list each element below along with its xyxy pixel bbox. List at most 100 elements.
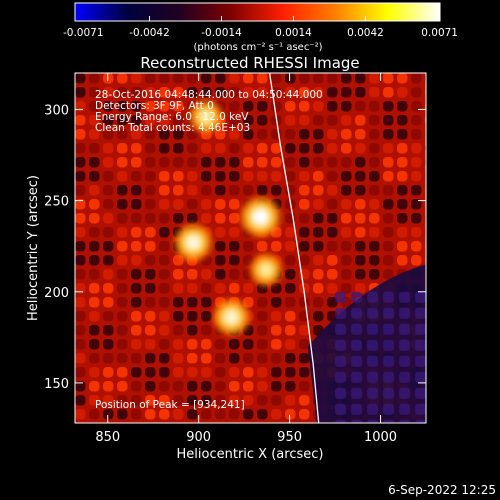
fringe-cell xyxy=(229,143,240,154)
fringe-cell xyxy=(75,87,86,98)
fringe-cell xyxy=(103,255,114,266)
fringe-cell xyxy=(341,73,352,84)
fringe-cell xyxy=(117,241,128,252)
fringe-cell xyxy=(313,185,324,196)
fringe-cell xyxy=(159,311,170,322)
negative-cell xyxy=(351,403,363,415)
fringe-cell xyxy=(229,185,240,196)
fringe-cell xyxy=(117,59,128,70)
fringe-cell xyxy=(355,115,366,126)
fringe-cell xyxy=(89,241,100,252)
fringe-cell xyxy=(439,73,450,84)
fringe-cell xyxy=(369,143,380,154)
fringe-cell xyxy=(341,227,352,238)
fringe-cell xyxy=(271,185,282,196)
fringe-cell xyxy=(187,339,198,350)
fringe-cell xyxy=(187,367,198,378)
fringe-cell xyxy=(117,297,128,308)
fringe-cell xyxy=(299,339,310,350)
fringe-cell xyxy=(257,171,268,182)
fringe-cell xyxy=(61,227,72,238)
fringe-cell xyxy=(257,409,268,420)
fringe-cell xyxy=(355,199,366,210)
fringe-cell xyxy=(257,325,268,336)
fringe-cell xyxy=(75,353,86,364)
negative-cell xyxy=(335,419,347,423)
fringe-cell xyxy=(411,73,422,84)
source-layer xyxy=(174,100,282,336)
fringe-cell xyxy=(187,381,198,392)
fringe-cell xyxy=(229,199,240,210)
fringe-cell xyxy=(75,171,86,182)
fringe-cell xyxy=(61,157,72,168)
fringe-cell xyxy=(425,130,426,139)
fringe-cell xyxy=(75,73,86,84)
fringe-cell xyxy=(131,171,142,182)
fringe-cell xyxy=(145,255,156,266)
fringe-cell xyxy=(215,255,226,266)
fringe-cell xyxy=(257,115,268,126)
fringe-cell xyxy=(145,129,156,140)
fringe-cell xyxy=(355,213,366,224)
fringe-cell xyxy=(103,283,114,294)
fringe-cell xyxy=(327,185,338,196)
fringe-cell xyxy=(61,241,72,252)
fringe-cell xyxy=(145,367,156,378)
fringe-cell xyxy=(411,157,422,168)
negative-cell xyxy=(415,323,426,335)
fringe-cell xyxy=(117,185,128,196)
negative-cell xyxy=(415,291,426,303)
fringe-cell xyxy=(285,325,296,336)
fringe-cell xyxy=(313,311,324,322)
fringe-cell xyxy=(201,199,212,210)
fringe-cell xyxy=(425,326,426,335)
fringe-cell xyxy=(145,409,156,420)
fringe-cell xyxy=(117,283,128,294)
fringe-cell xyxy=(117,367,128,378)
fringe-cell xyxy=(425,214,426,223)
fringe-cell xyxy=(215,241,226,252)
fringe-cell xyxy=(229,381,240,392)
fringe-cell xyxy=(145,297,156,308)
fringe-cell xyxy=(89,73,100,84)
fringe-cell xyxy=(355,157,366,168)
fringe-cell xyxy=(103,185,114,196)
negative-cell xyxy=(351,307,363,319)
negative-cell xyxy=(351,419,363,423)
fringe-cell xyxy=(159,339,170,350)
fringe-cell xyxy=(355,283,366,294)
fringe-cell xyxy=(299,185,310,196)
fringe-cell xyxy=(299,101,310,112)
fringe-cell xyxy=(299,353,310,364)
fringe-cell xyxy=(75,339,86,350)
fringe-cell xyxy=(61,87,72,98)
negative-cell xyxy=(399,387,411,399)
negative-cell xyxy=(399,403,411,415)
negative-cell xyxy=(335,307,347,319)
fringe-cell xyxy=(61,409,72,420)
fringe-cell xyxy=(103,395,114,406)
fringe-cell xyxy=(355,255,366,266)
fringe-cell xyxy=(327,423,338,434)
fringe-cell xyxy=(131,185,142,196)
fringe-cell xyxy=(103,297,114,308)
fringe-cell xyxy=(397,101,408,112)
fringe-cell xyxy=(117,213,128,224)
fringe-cell xyxy=(103,227,114,238)
fringe-cell xyxy=(131,311,142,322)
fringe-cell xyxy=(299,87,310,98)
fringe-cell xyxy=(103,269,114,280)
fringe-cell xyxy=(439,171,450,182)
fringe-cell xyxy=(299,325,310,336)
fringe-cell xyxy=(285,101,296,112)
fringe-cell xyxy=(397,87,408,98)
fringe-cell xyxy=(131,325,142,336)
negative-cell xyxy=(383,387,395,399)
fringe-cell xyxy=(257,185,268,196)
fringe-cell xyxy=(103,87,114,98)
fringe-cell xyxy=(383,199,394,210)
fringe-cell xyxy=(327,213,338,224)
fringe-cell xyxy=(327,157,338,168)
fringe-cell xyxy=(439,409,450,420)
fringe-cell xyxy=(201,73,212,84)
